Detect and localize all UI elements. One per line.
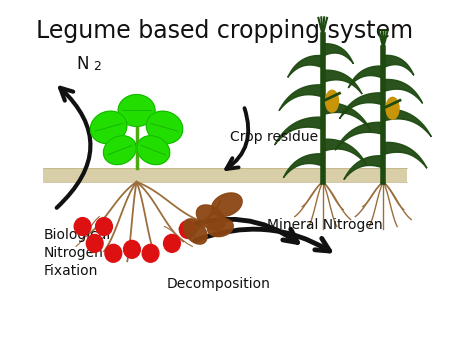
Polygon shape: [335, 122, 384, 150]
Text: Decomposition: Decomposition: [166, 277, 270, 291]
Text: Biological
Nitrogen
Fixation: Biological Nitrogen Fixation: [44, 227, 111, 278]
Polygon shape: [322, 139, 366, 165]
Ellipse shape: [386, 97, 399, 119]
Polygon shape: [284, 154, 324, 178]
Circle shape: [180, 221, 196, 238]
Polygon shape: [382, 55, 414, 75]
Polygon shape: [279, 85, 324, 111]
Polygon shape: [90, 111, 127, 144]
Circle shape: [163, 235, 180, 252]
Circle shape: [105, 244, 122, 262]
Polygon shape: [322, 102, 371, 130]
Circle shape: [142, 244, 159, 262]
Polygon shape: [146, 111, 183, 144]
Polygon shape: [382, 79, 423, 103]
Bar: [44, 168, 406, 182]
Polygon shape: [344, 156, 384, 180]
Polygon shape: [288, 55, 324, 77]
Polygon shape: [382, 109, 432, 137]
Polygon shape: [196, 205, 225, 230]
Polygon shape: [382, 142, 427, 168]
Polygon shape: [274, 117, 324, 145]
Text: Mineral Nitrogen: Mineral Nitrogen: [267, 218, 382, 232]
Polygon shape: [322, 70, 362, 94]
Polygon shape: [183, 219, 207, 244]
Text: Legume based cropping system: Legume based cropping system: [36, 19, 414, 43]
Polygon shape: [322, 44, 353, 64]
Polygon shape: [339, 93, 384, 119]
Circle shape: [86, 235, 103, 252]
Circle shape: [74, 218, 91, 236]
Circle shape: [124, 240, 140, 258]
Polygon shape: [104, 136, 136, 165]
Circle shape: [95, 218, 112, 236]
Ellipse shape: [325, 90, 338, 112]
Text: 2: 2: [93, 60, 101, 73]
Polygon shape: [118, 95, 155, 126]
Text: Crop residue: Crop residue: [230, 130, 318, 144]
Polygon shape: [212, 193, 242, 216]
Polygon shape: [137, 136, 170, 165]
Polygon shape: [207, 218, 233, 237]
Polygon shape: [348, 66, 384, 88]
Text: N: N: [76, 55, 89, 73]
